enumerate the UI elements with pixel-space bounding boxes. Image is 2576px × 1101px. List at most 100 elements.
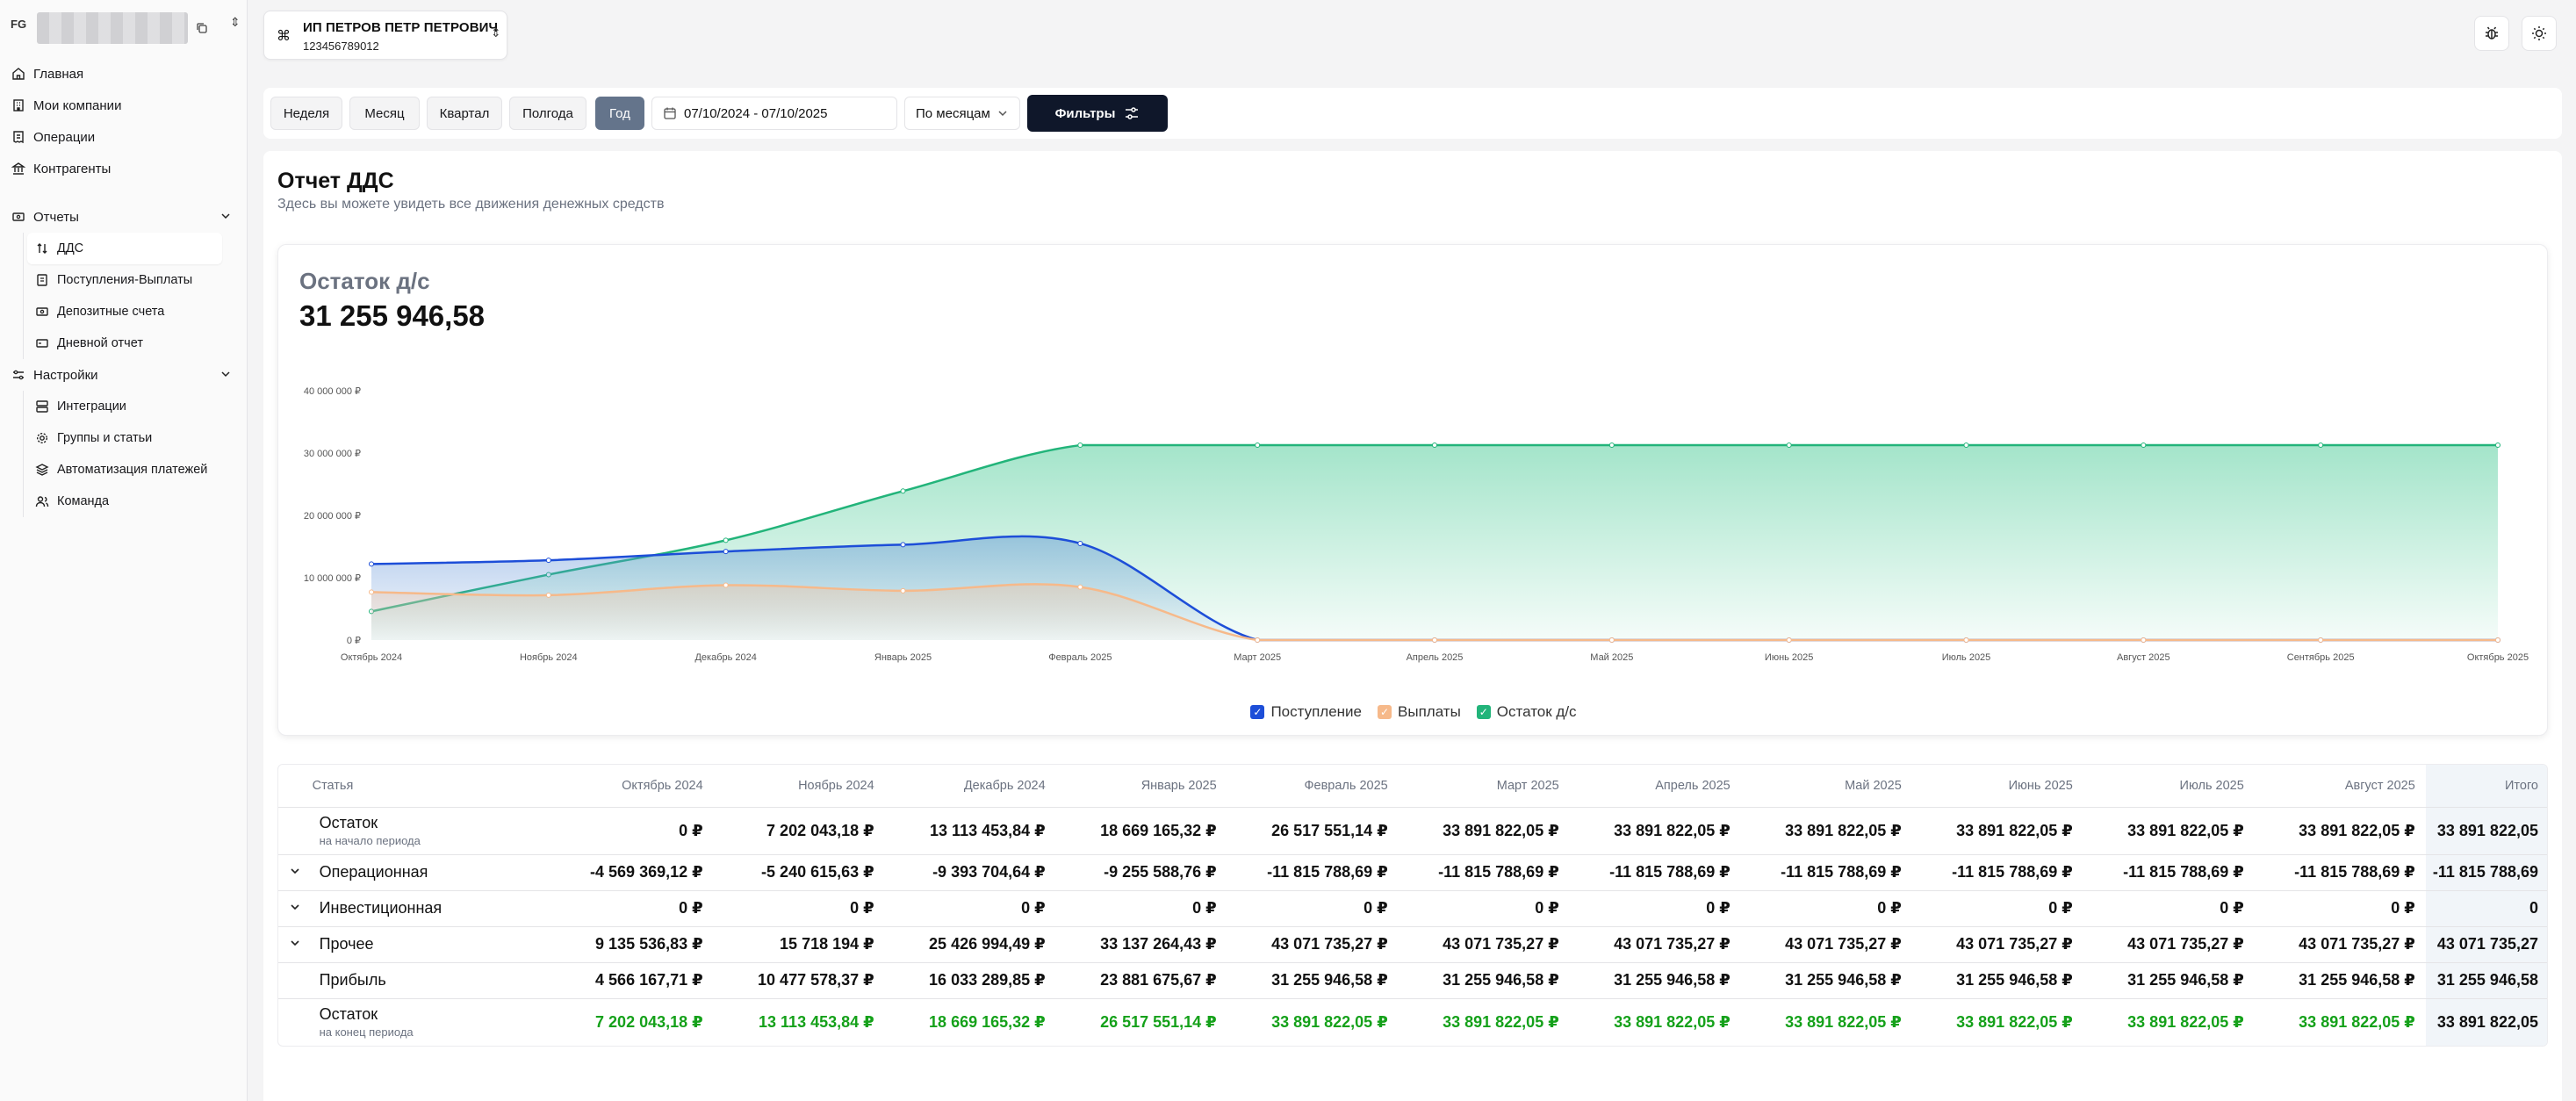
column-header: Январь 2025: [1055, 765, 1227, 808]
period-half-year-button[interactable]: Полгода: [509, 97, 586, 130]
nav-item-team[interactable]: Команда: [32, 486, 221, 517]
checkbox-icon[interactable]: ✓: [1378, 705, 1392, 719]
nav-item-deposit-accounts[interactable]: Депозитные счета: [32, 296, 221, 327]
company-switcher[interactable]: ⌘ ИП ПЕТРОВ ПЕТР ПЕТРОВИЧ 123456789012 ⇕: [263, 11, 507, 60]
period-year-button[interactable]: Год: [595, 97, 644, 130]
workspace-badge: FG: [11, 18, 27, 31]
point-balance: [1786, 443, 1792, 449]
value-cell: -11 815 788,69 ₽: [1398, 854, 1570, 891]
header-article: Статья: [312, 765, 543, 808]
legend-item-balance[interactable]: ✓ Остаток д/с: [1476, 703, 1577, 721]
sun-icon: [2532, 26, 2546, 40]
nav-item-income-expenses[interactable]: Поступления-Выплаты: [32, 264, 221, 296]
value-cell: 26 517 551,14 ₽: [1100, 1012, 1217, 1031]
legend-item-payments[interactable]: ✓ Выплаты: [1378, 703, 1461, 721]
cashflow-chart: 0 ₽ 10 000 000 ₽ 20 000 000 ₽ 30 000 000 ₽ 4…: [304, 386, 2529, 663]
nav-item-integrations[interactable]: Интеграции: [32, 391, 221, 422]
nav-item-companies[interactable]: Мои компании: [0, 90, 248, 121]
column-header: Февраль 2025: [1227, 765, 1399, 808]
value-cell: -11 815 788,69 ₽: [2083, 854, 2255, 891]
legend-label: Выплаты: [1398, 703, 1461, 720]
report-table: Статья Октябрь 2024 Ноябрь 2024 Декабрь 202…: [277, 764, 2548, 1047]
expand-chevron-icon[interactable]: [278, 854, 313, 891]
x-tick-label: Июль 2025: [1942, 652, 1991, 663]
value-cell: 31 255 946,58 ₽: [1398, 962, 1570, 999]
nav-group-reports[interactable]: Отчеты: [0, 201, 248, 233]
value-cell: 7 202 043,18 ₽: [595, 1012, 703, 1031]
row-label: Прибыль: [312, 962, 543, 999]
point-balance: [723, 537, 729, 543]
point-payments: [369, 589, 374, 595]
settings-submenu: Интеграции Группы и статьи Автоматизация…: [23, 391, 221, 517]
point-balance: [2495, 443, 2500, 449]
nav-item-home[interactable]: Главная: [0, 58, 248, 90]
chart-legend: ✓ Поступление ✓ Выплаты ✓ Остаток д/с: [278, 703, 2549, 721]
workspace-switcher[interactable]: FG ⇕: [9, 11, 241, 46]
chevrons-up-down-icon[interactable]: ⇕: [230, 15, 241, 29]
nav-item-daily-report[interactable]: Дневной отчет: [32, 327, 221, 359]
y-tick-label: 30 000 000 ₽: [304, 449, 361, 459]
filters-button[interactable]: Фильтры: [1027, 95, 1168, 132]
row-label: Операционная: [312, 854, 543, 891]
cog-icon: [34, 430, 50, 446]
expand-cell: [278, 998, 313, 1046]
checkbox-icon[interactable]: ✓: [1250, 705, 1265, 719]
value-cell: 0 ₽: [542, 807, 714, 855]
table-row[interactable]: Операционная -4 569 369,12 ₽ -5 240 615,63…: [278, 854, 2547, 891]
expand-chevron-icon[interactable]: [278, 926, 313, 963]
value-cell: -11 815 788,69 ₽: [1911, 854, 2083, 891]
point-balance: [2141, 443, 2147, 449]
chevron-down-icon[interactable]: [219, 368, 232, 380]
x-tick-label: Сентябрь 2025: [2287, 652, 2355, 663]
chart-label: Остаток д/с: [299, 268, 430, 294]
point-income: [545, 558, 551, 564]
period-week-button[interactable]: Неделя: [270, 97, 342, 130]
date-range-picker[interactable]: 07/10/2024 - 07/10/2025: [651, 97, 897, 130]
column-header: Итого: [2425, 765, 2547, 808]
checkbox-icon[interactable]: ✓: [1476, 705, 1491, 719]
column-header: Декабрь 2024: [884, 765, 1056, 808]
value-cell: 15 718 194 ₽: [713, 926, 885, 963]
point-payments: [1432, 637, 1437, 643]
document-icon: [34, 272, 50, 288]
point-payments: [2141, 637, 2147, 643]
nav-item-groups-articles[interactable]: Группы и статьи: [32, 422, 221, 454]
x-tick-label: Февраль 2025: [1048, 652, 1112, 663]
expand-chevron-icon[interactable]: [278, 890, 313, 927]
legend-label: Остаток д/с: [1496, 703, 1577, 720]
nav-item-operations[interactable]: Операции: [0, 121, 248, 153]
chevron-down-icon[interactable]: [219, 210, 232, 222]
value-cell: 33 891 822,05 ₽: [1271, 1012, 1388, 1031]
layers-icon: [34, 462, 50, 478]
x-tick-label: Октябрь 2024: [341, 652, 402, 663]
value-cell: 23 881 675,67 ₽: [1055, 962, 1227, 999]
nav-item-payment-automation[interactable]: Автоматизация платежей: [32, 454, 221, 486]
table-row: Остаток на конец периода 7 202 043,18 ₽ 13 …: [278, 998, 2547, 1046]
period-month-button[interactable]: Месяц: [349, 97, 420, 130]
point-payments: [723, 582, 729, 588]
nav-item-counterparties[interactable]: Контрагенты: [0, 153, 248, 184]
value-cell: -5 240 615,63 ₽: [713, 854, 885, 891]
row-label: Прочее: [312, 926, 543, 963]
x-tick-label: Ноябрь 2024: [520, 652, 578, 663]
nav-label: Интеграции: [57, 399, 126, 414]
total-cell: 0: [2425, 890, 2547, 927]
period-quarter-button[interactable]: Квартал: [427, 97, 502, 130]
legend-item-income[interactable]: ✓ Поступление: [1250, 703, 1362, 721]
value-cell: -9 393 704,64 ₽: [884, 854, 1056, 891]
grouping-select[interactable]: По месяцам: [904, 97, 1020, 130]
grouping-value: По месяцам: [916, 105, 990, 121]
theme-toggle-button[interactable]: [2522, 16, 2557, 51]
table-row[interactable]: Прочее 9 135 536,83 ₽15 718 194 ₽25 426 9…: [278, 926, 2547, 963]
value-cell: 33 891 822,05 ₽: [2083, 807, 2255, 855]
value-cell: 33 891 822,05 ₽: [1569, 807, 1741, 855]
nav-item-dds[interactable]: ДДС: [27, 233, 222, 264]
bug-report-button[interactable]: [2474, 16, 2509, 51]
value-cell: -9 255 588,76 ₽: [1055, 854, 1227, 891]
nav-group-settings[interactable]: Настройки: [0, 359, 248, 391]
value-cell: 43 071 735,27 ₽: [1911, 926, 2083, 963]
point-income: [369, 561, 374, 567]
page-title: Отчет ДДС: [277, 169, 394, 193]
copy-icon[interactable]: [195, 21, 209, 35]
table-row[interactable]: Инвестиционная 0 ₽0 ₽0 ₽0 ₽0 ₽0 ₽0 ₽0 ₽0 …: [278, 890, 2547, 927]
